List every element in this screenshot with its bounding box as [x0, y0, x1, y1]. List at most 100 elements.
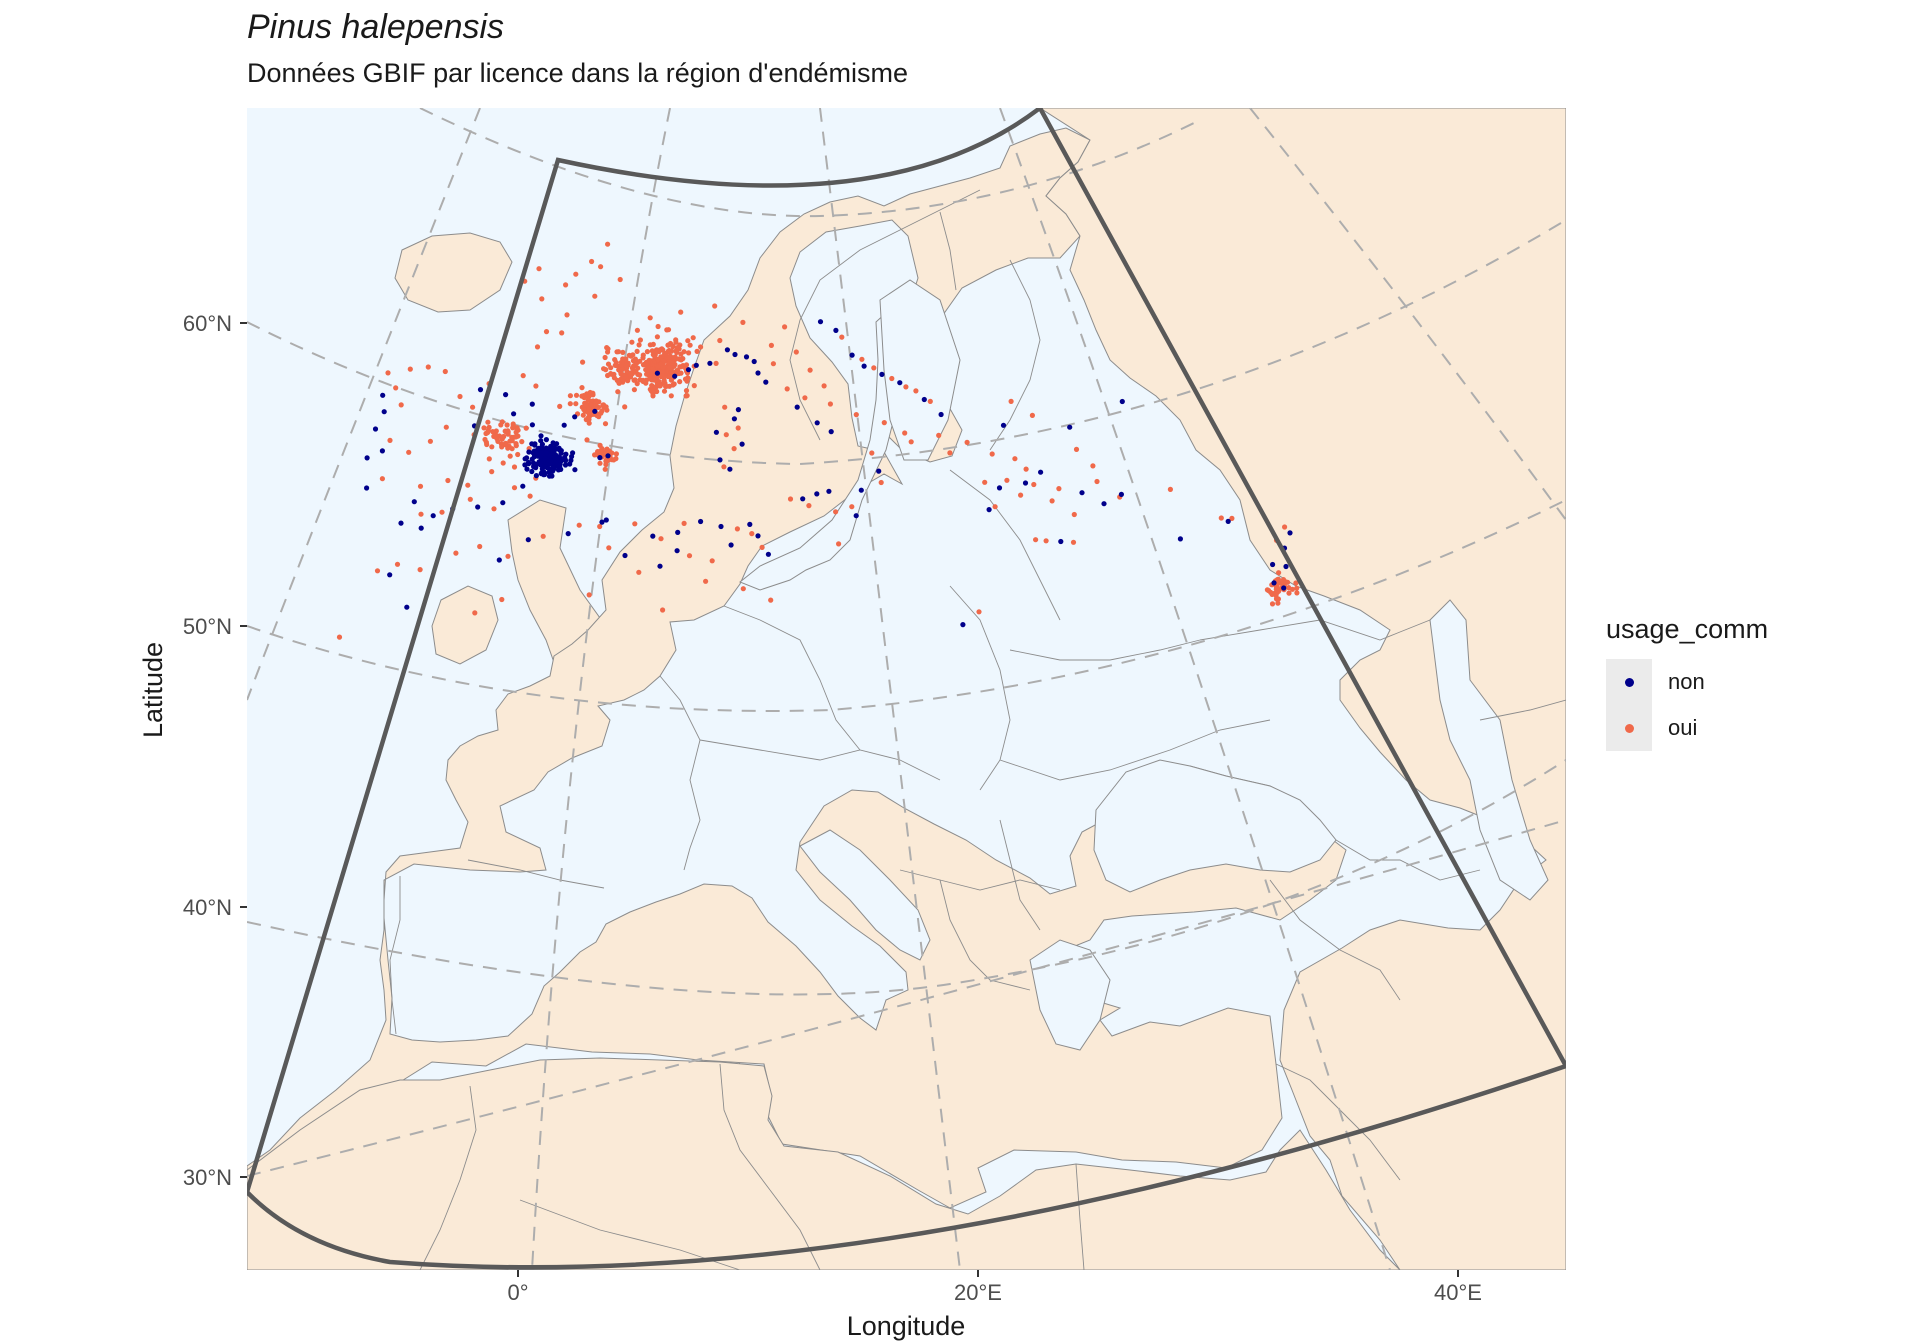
land-north-africa: [247, 1057, 1401, 1270]
graticule-lat-50: [247, 499, 1566, 712]
occurrence-point-oui: [660, 373, 666, 379]
occurrence-point-oui: [731, 446, 737, 452]
occurrence-point-non: [533, 473, 540, 479]
occurrence-point-oui: [1275, 600, 1281, 606]
occurrence-point-non: [672, 373, 678, 379]
occurrence-point-oui: [603, 404, 609, 410]
occurrence-point-non: [817, 319, 824, 325]
occurrence-point-oui: [721, 464, 727, 470]
occurrence-point-oui: [634, 327, 641, 333]
occurrence-point-oui: [407, 366, 413, 372]
occurrence-point-non: [510, 411, 517, 417]
y-axis-title: Latitude: [138, 642, 168, 738]
occurrence-point-oui: [654, 334, 661, 340]
border-sweden-finland: [939, 211, 957, 291]
occurrence-point-oui: [839, 334, 845, 340]
occurrence-point-non: [529, 441, 535, 447]
occurrence-point-oui: [976, 609, 982, 615]
occurrence-point-non: [1287, 530, 1293, 536]
occurrence-point-non: [603, 517, 609, 523]
occurrence-point-non: [675, 529, 681, 536]
occurrence-point-oui: [1071, 511, 1077, 518]
occurrence-point-oui: [580, 412, 586, 418]
occurrence-point-oui: [660, 607, 666, 613]
occurrence-point-oui: [503, 440, 509, 446]
occurrence-point-oui: [903, 384, 909, 390]
occurrence-point-oui: [602, 354, 608, 361]
plot-title: Pinus halepensis: [247, 8, 505, 46]
occurrence-point-oui: [597, 523, 603, 530]
occurrence-point-non: [364, 485, 370, 491]
occurrence-point-non: [879, 371, 885, 377]
border-portugal-spain: [389, 876, 401, 1035]
occurrence-point-oui: [635, 365, 641, 371]
occurrence-point-oui: [615, 349, 622, 355]
legend-title: usage_comm: [1606, 614, 1769, 644]
legend-label-non: non: [1668, 669, 1705, 694]
occurrence-point-oui: [579, 393, 585, 399]
occurrence-point-non: [496, 557, 502, 563]
occurrence-point-oui: [902, 430, 908, 436]
occurrence-point-oui: [509, 438, 515, 444]
occurrence-point-oui: [687, 342, 693, 348]
occurrence-point-oui: [740, 319, 746, 325]
occurrence-point-oui: [1289, 586, 1295, 592]
occurrence-point-oui: [629, 365, 636, 371]
occurrence-point-non: [1118, 491, 1124, 497]
occurrence-point-non: [543, 437, 550, 443]
occurrence-point-oui: [515, 451, 521, 458]
occurrence-point-oui: [425, 364, 431, 370]
border-norway-sweden: [789, 189, 981, 441]
occurrence-point-non: [380, 392, 386, 398]
occurrence-point-oui: [470, 404, 476, 410]
land-east-landmass: [1039, 108, 1566, 1270]
occurrence-point-oui: [698, 344, 704, 350]
occurrence-point-oui: [1276, 588, 1282, 594]
legend-key-oui: [1606, 705, 1652, 751]
occurrence-point-oui: [499, 419, 505, 425]
occurrence-point-non: [622, 552, 628, 559]
occurrence-point-oui: [678, 364, 685, 370]
occurrence-point-oui: [520, 373, 526, 379]
occurrence-point-oui: [625, 378, 631, 384]
occurrence-point-non: [538, 459, 544, 465]
occurrence-point-oui: [1275, 596, 1281, 602]
occurrence-point-oui: [992, 504, 998, 510]
occurrence-point-oui: [759, 544, 765, 551]
occurrence-point-oui: [677, 379, 683, 385]
occurrence-point-oui: [406, 449, 412, 455]
occurrence-point-oui: [964, 439, 970, 445]
map-panel[interactable]: [247, 108, 1566, 1270]
occurrence-point-oui: [507, 453, 513, 459]
border-morocco-algeria: [419, 1085, 477, 1270]
occurrence-point-oui: [666, 383, 673, 389]
occurrence-point-oui: [1008, 398, 1014, 404]
occurrence-point-non: [731, 416, 738, 422]
occurrence-point-oui: [982, 479, 988, 485]
occurrence-point-oui: [644, 349, 651, 355]
legend-item-oui[interactable]: oui: [1606, 705, 1768, 751]
occurrence-point-oui: [685, 338, 691, 344]
occurrence-point-non: [986, 507, 992, 513]
occurrence-point-oui: [1070, 539, 1077, 545]
legend-key-non: [1606, 659, 1652, 705]
occurrence-point-non: [724, 347, 731, 353]
endemism-extent-frame: [247, 108, 1566, 1270]
occurrence-point-oui: [580, 359, 586, 365]
occurrence-point-non: [727, 466, 733, 472]
black-sea: [1093, 759, 1337, 893]
occurrence-point-oui: [634, 348, 640, 354]
occurrence-points-non: [364, 319, 1293, 628]
legend-item-non[interactable]: non: [1606, 659, 1768, 705]
occurrence-point-non: [542, 455, 548, 462]
occurrence-point-oui: [1229, 515, 1235, 522]
occurrence-point-oui: [453, 550, 459, 556]
occurrence-point-oui: [650, 341, 656, 347]
occurrence-point-oui: [513, 434, 519, 440]
occurrence-point-oui: [665, 342, 671, 348]
occurrence-point-oui: [499, 596, 505, 603]
occurrence-point-oui: [439, 509, 445, 515]
occurrence-point-oui: [1004, 477, 1010, 483]
occurrence-point-oui: [573, 401, 579, 407]
occurrence-point-non: [538, 433, 544, 439]
